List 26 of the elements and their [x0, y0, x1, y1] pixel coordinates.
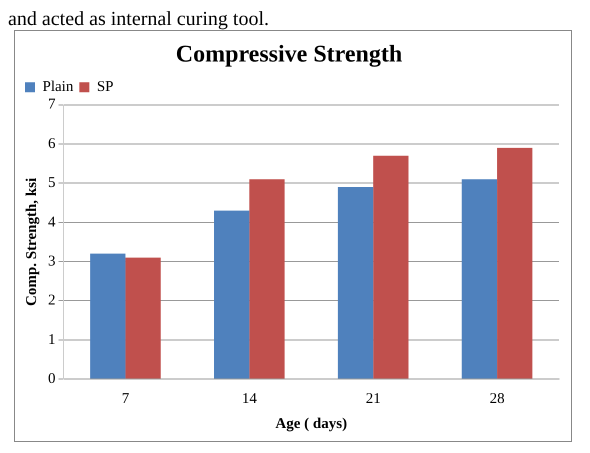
bar [373, 156, 408, 378]
x-tick-label: 21 [366, 390, 381, 407]
legend-label: SP [96, 79, 114, 96]
y-tick-label: 6 [48, 136, 56, 152]
bar [338, 187, 374, 378]
x-tick-label: 7 [122, 390, 130, 407]
x-tick-label: 14 [242, 390, 258, 407]
text: and acted as internal curing tool. [8, 8, 270, 30]
y-tick-label: 3 [48, 253, 56, 270]
y-tick-label: 0 [48, 370, 56, 387]
y-tick-label: 2 [48, 292, 56, 309]
y-tick-label: 7 [48, 96, 56, 113]
y-tick-label: 5 [48, 175, 56, 192]
bar [90, 254, 126, 378]
bar [462, 179, 498, 378]
legend-label: Plain [42, 79, 74, 96]
bar [249, 179, 285, 378]
x-axis-title: Age ( days) [275, 416, 348, 432]
chart-title: Compressive Strength [176, 42, 402, 68]
bar [214, 210, 250, 378]
bar [125, 258, 161, 378]
x-tick-label: 28 [490, 390, 505, 407]
bar [497, 148, 532, 378]
y-tick-label: 4 [48, 214, 56, 230]
y-axis-title: Comp. Strength, ksi [24, 178, 40, 306]
y-tick-label: 1 [48, 332, 56, 348]
